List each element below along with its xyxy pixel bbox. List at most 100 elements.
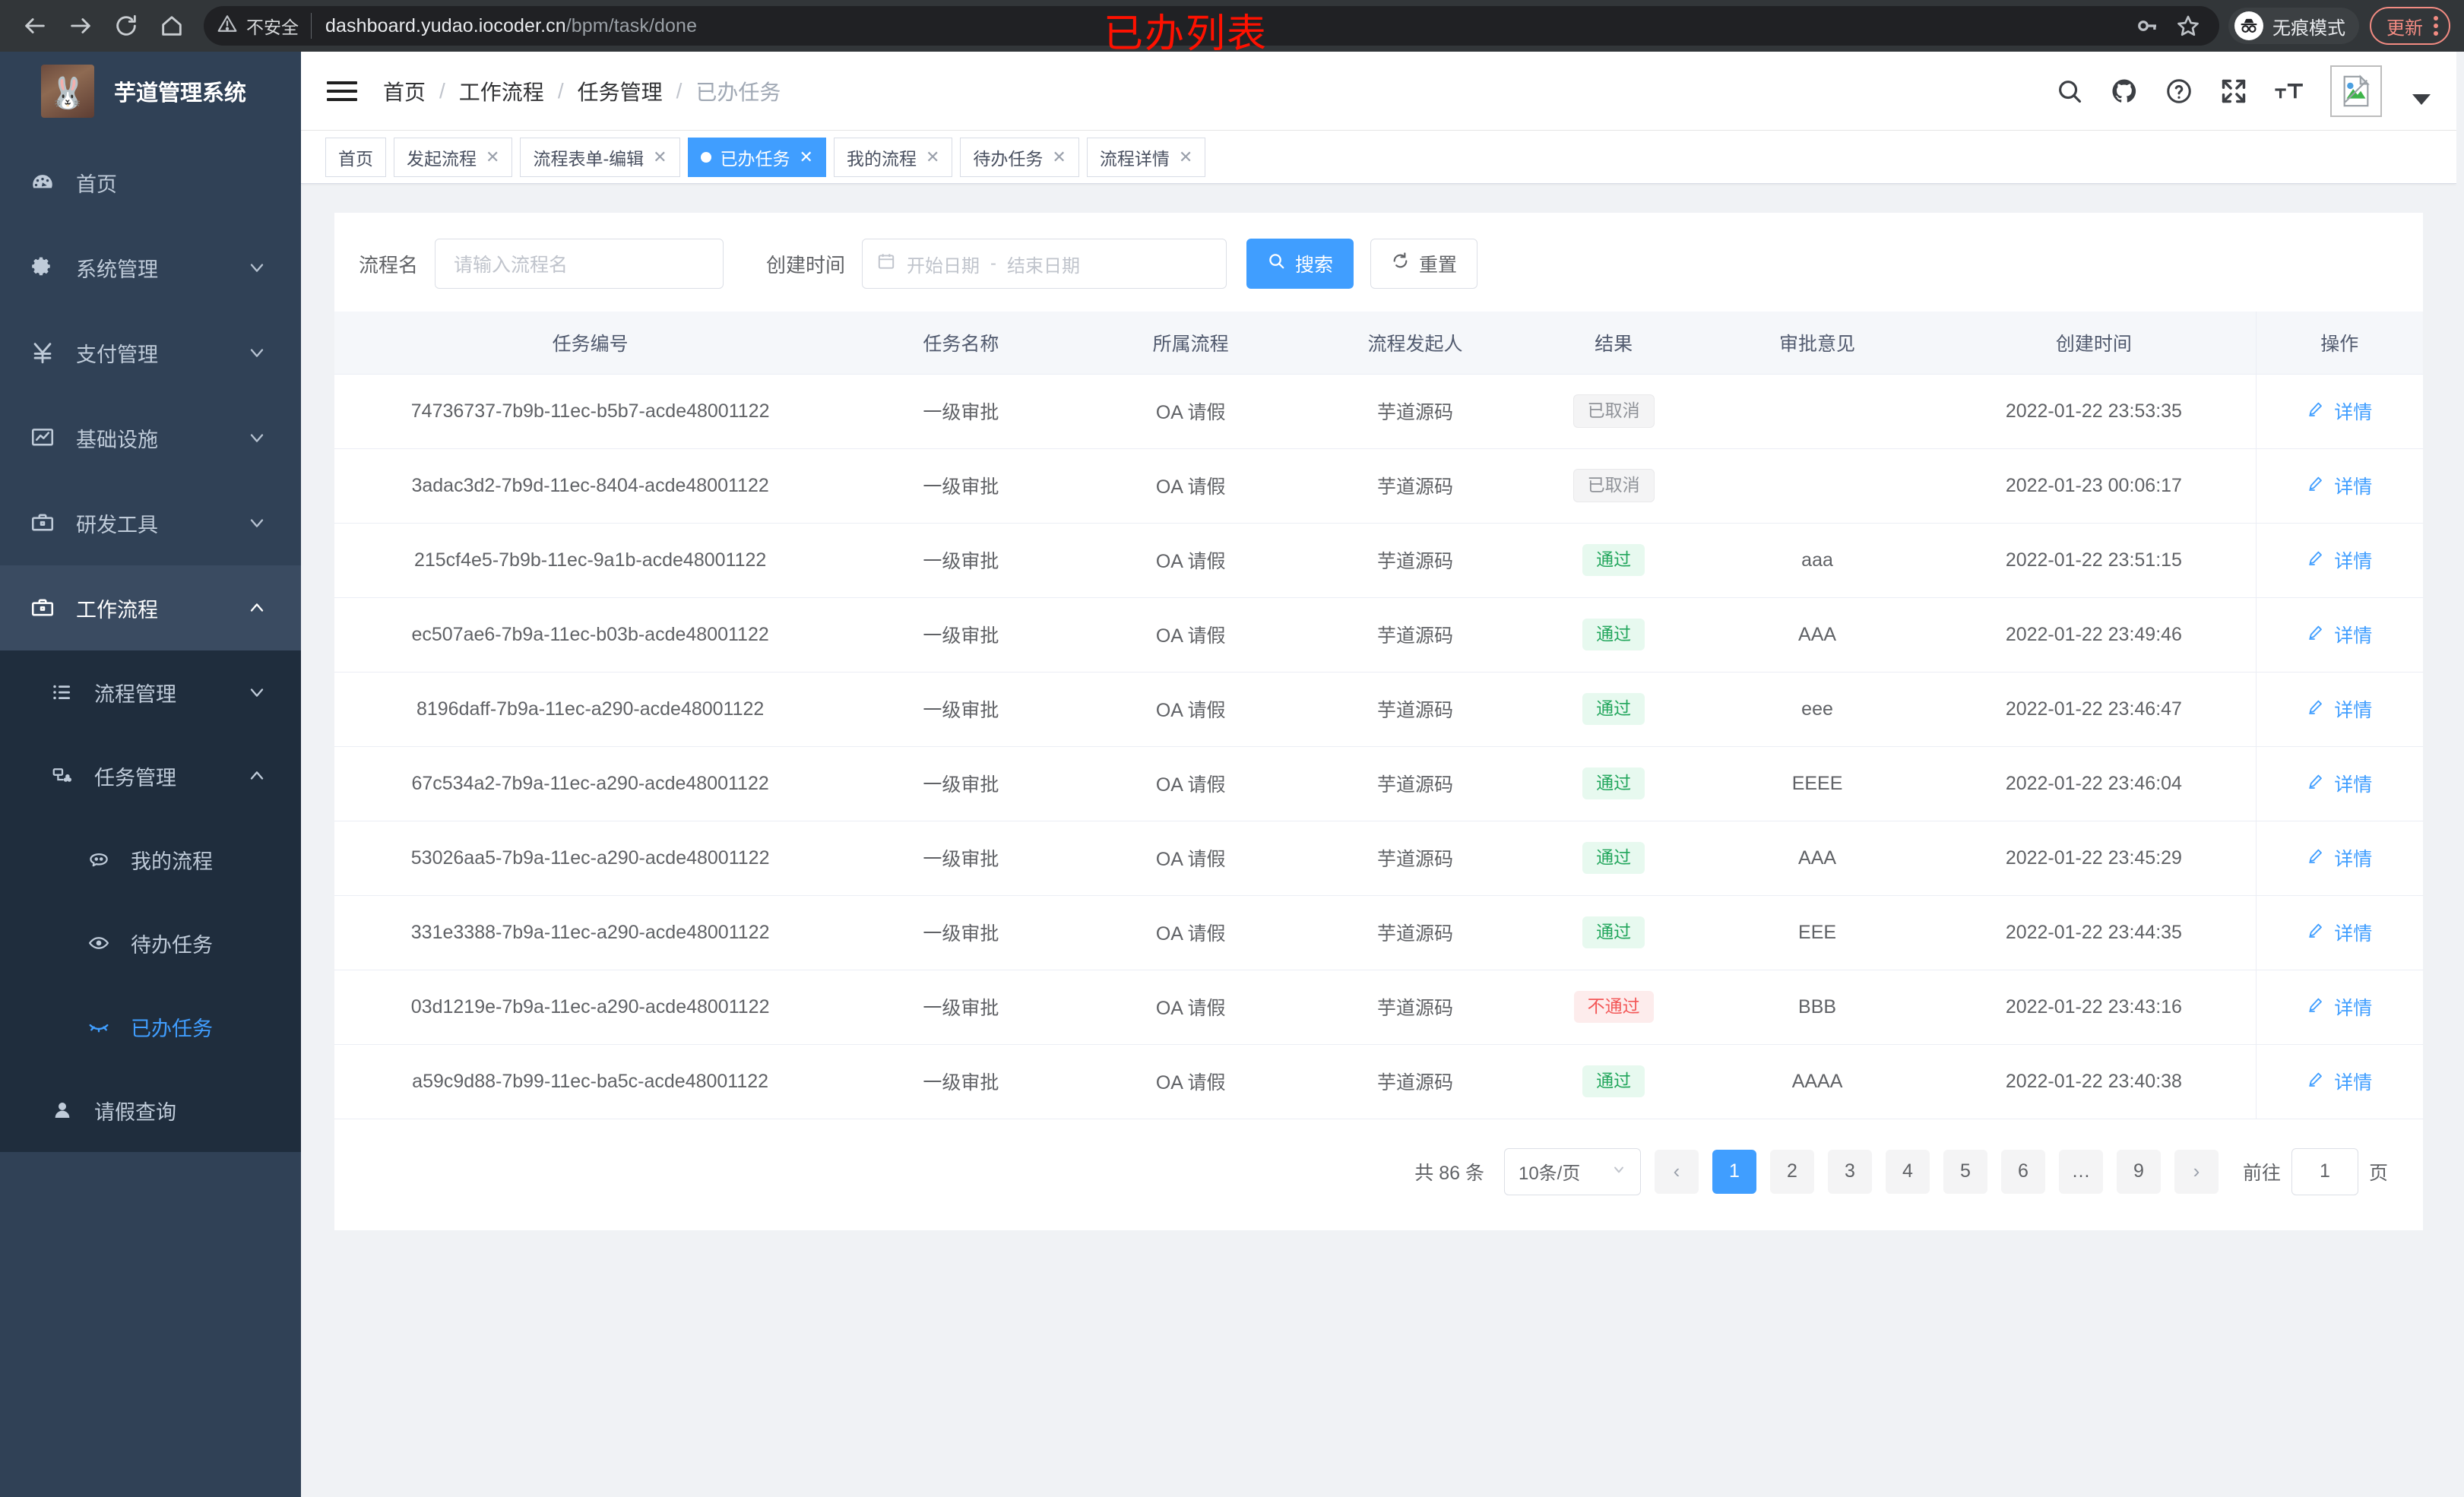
process-name-input[interactable]: 请输入流程名 — [435, 239, 724, 289]
sidebar-item-todo-task[interactable]: 待办任务 — [0, 901, 301, 985]
reset-button[interactable]: 重置 — [1370, 239, 1478, 289]
url-text[interactable]: dashboard.yudao.iocoder.cn/bpm/task/done — [312, 15, 697, 37]
breadcrumb-item-task-manage[interactable]: 任务管理 — [577, 80, 663, 104]
address-bar[interactable]: 不安全 dashboard.yudao.iocoder.cn/bpm/task/… — [204, 6, 2219, 46]
cell-opinion: EEEE — [1702, 746, 1933, 821]
pagination-ellipsis[interactable]: … — [2058, 1149, 2103, 1194]
pagination-page-4[interactable]: 4 — [1885, 1149, 1930, 1194]
page-size-select[interactable]: 10条/页 — [1503, 1147, 1641, 1195]
cell-task-name: 一级审批 — [846, 970, 1076, 1045]
sidebar-menu: 首页 系统管理 支付管理 — [0, 131, 301, 1152]
brand[interactable]: 🐰 芋道管理系统 — [0, 52, 301, 131]
cell-result: 已取消 — [1525, 448, 1702, 524]
tab-process-detail[interactable]: 流程详情 ✕ — [1086, 137, 1206, 177]
cell-result: 已取消 — [1525, 374, 1702, 449]
kebab-menu-icon[interactable] — [2434, 16, 2438, 36]
sidebar-item-payment[interactable]: 支付管理 — [0, 310, 301, 395]
forward-arrow-icon[interactable] — [59, 5, 102, 47]
tab-process-form-edit[interactable]: 流程表单-编辑 ✕ — [520, 137, 680, 177]
key-icon[interactable] — [2130, 8, 2165, 43]
cell-created-time: 2022-01-22 23:53:35 — [1932, 374, 2257, 449]
breadcrumb-item-workflow[interactable]: 工作流程 — [458, 80, 544, 104]
pagination-page-6[interactable]: 6 — [2000, 1149, 2045, 1194]
tab-done-task[interactable]: 已办任务 ✕ — [687, 137, 826, 177]
pagination-next-button[interactable]: › — [2174, 1149, 2219, 1194]
close-icon[interactable]: ✕ — [799, 147, 813, 166]
sidebar-item-task-manage[interactable]: 任务管理 — [0, 734, 301, 818]
detail-button[interactable]: 详情 — [2307, 621, 2372, 648]
cell-task-id: a59c9d88-7b99-11ec-ba5c-acde48001122 — [334, 1044, 847, 1119]
detail-button[interactable]: 详情 — [2307, 993, 2372, 1021]
security-warning[interactable]: 不安全 — [217, 13, 312, 39]
back-arrow-icon[interactable] — [14, 5, 56, 47]
detail-button[interactable]: 详情 — [2307, 472, 2372, 499]
update-button[interactable]: 更新 — [2370, 7, 2450, 45]
cell-result: 通过 — [1525, 1044, 1702, 1119]
detail-button[interactable]: 详情 — [2307, 844, 2372, 872]
detail-button[interactable]: 详情 — [2307, 546, 2372, 574]
avatar[interactable] — [2330, 65, 2382, 117]
cell-task-id: 74736737-7b9b-11ec-b5b7-acde48001122 — [334, 374, 847, 449]
close-icon[interactable]: ✕ — [486, 147, 500, 166]
refresh-icon — [1391, 252, 1410, 276]
sidebar-item-process-manage[interactable]: 流程管理 — [0, 650, 301, 734]
home-icon[interactable] — [150, 5, 193, 47]
fullscreen-icon[interactable] — [2219, 77, 2248, 106]
pagination-page-5[interactable]: 5 — [1943, 1149, 1987, 1194]
cell-operation: 详情 — [2255, 746, 2423, 821]
sidebar-item-infrastructure[interactable]: 基础设施 — [0, 395, 301, 480]
column-header-process: 所属流程 — [1075, 312, 1306, 375]
sidebar-item-home[interactable]: 首页 — [0, 140, 301, 225]
pagination-page-2[interactable]: 2 — [1769, 1149, 1814, 1194]
breadcrumb-item-home[interactable]: 首页 — [383, 80, 426, 104]
pagination-prev-button[interactable]: ‹ — [1654, 1149, 1699, 1194]
tab-start-process[interactable]: 发起流程 ✕ — [394, 137, 513, 177]
detail-button[interactable]: 详情 — [2307, 397, 2372, 425]
chevron-down-icon[interactable] — [2412, 93, 2431, 105]
search-icon[interactable] — [2055, 77, 2084, 106]
cell-task-id: 215cf4e5-7b9b-11ec-9a1b-acde48001122 — [334, 523, 847, 598]
close-icon[interactable]: ✕ — [653, 147, 667, 166]
cell-process: OA 请假 — [1075, 448, 1306, 524]
search-button[interactable]: 搜索 — [1246, 239, 1354, 289]
help-circle-icon[interactable] — [2165, 77, 2193, 106]
sidebar-item-done-task[interactable]: 已办任务 — [0, 985, 301, 1068]
date-end-placeholder: 结束日期 — [1007, 255, 1081, 277]
detail-button[interactable]: 详情 — [2307, 919, 2372, 946]
close-icon[interactable]: ✕ — [1178, 147, 1193, 166]
incognito-indicator[interactable]: 无痕模式 — [2228, 8, 2359, 44]
sidebar-item-leave-query[interactable]: 请假查询 — [0, 1068, 301, 1152]
pagination-page-3[interactable]: 3 — [1827, 1149, 1872, 1194]
sidebar-toggle-icon[interactable] — [327, 81, 357, 101]
sidebar-item-my-process[interactable]: 我的流程 — [0, 818, 301, 901]
jump-page-input[interactable]: 1 — [2291, 1147, 2358, 1195]
tab-todo-task[interactable]: 待办任务 ✕ — [960, 137, 1079, 177]
table-row: a59c9d88-7b99-11ec-ba5c-acde48001122 一级审批… — [334, 1044, 2423, 1119]
sidebar-submenu-workflow: 流程管理 任务管理 — [0, 650, 301, 1152]
cell-task-id: ec507ae6-7b9a-11ec-b03b-acde48001122 — [334, 597, 847, 673]
tab-my-process[interactable]: 我的流程 ✕ — [833, 137, 953, 177]
detail-button[interactable]: 详情 — [2307, 770, 2372, 797]
font-size-icon[interactable] — [2274, 77, 2304, 106]
close-icon[interactable]: ✕ — [925, 147, 940, 166]
sidebar-item-workflow[interactable]: 工作流程 — [0, 565, 301, 650]
cell-task-name: 一级审批 — [846, 821, 1076, 896]
pagination-page-9[interactable]: 9 — [2116, 1149, 2161, 1194]
table-row: 331e3388-7b9a-11ec-a290-acde48001122 一级审批… — [334, 895, 2423, 970]
cell-process: OA 请假 — [1075, 970, 1306, 1045]
close-icon[interactable]: ✕ — [1052, 147, 1066, 166]
sidebar-item-devtools[interactable]: 研发工具 — [0, 480, 301, 565]
detail-button[interactable]: 详情 — [2307, 695, 2372, 723]
create-time-range-picker[interactable]: 开始日期 - 结束日期 — [862, 239, 1227, 289]
star-icon[interactable] — [2171, 8, 2206, 43]
github-icon[interactable] — [2110, 77, 2139, 106]
chevron-down-icon — [246, 682, 268, 703]
tab-home[interactable]: 首页 — [325, 137, 386, 177]
detail-button[interactable]: 详情 — [2307, 1068, 2372, 1095]
pencil-icon — [2307, 1070, 2325, 1093]
sidebar-item-system[interactable]: 系统管理 — [0, 225, 301, 310]
pagination-page-1[interactable]: 1 — [1712, 1149, 1756, 1194]
reload-icon[interactable] — [105, 5, 147, 47]
page-scrollbar[interactable] — [2456, 52, 2464, 1497]
status-badge: 不通过 — [1573, 991, 1654, 1023]
